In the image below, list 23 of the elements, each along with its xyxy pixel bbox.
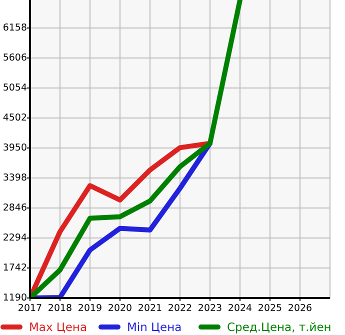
x-tick-label: 2020 xyxy=(108,303,132,314)
x-tick-label: 2026 xyxy=(288,303,312,314)
x-tick-label: 2024 xyxy=(228,303,252,314)
x-tick-label: 2017 xyxy=(18,303,42,314)
y-tick-label: 5606 xyxy=(2,52,27,64)
x-tick-label: 2025 xyxy=(258,303,282,314)
x-tick-label: 2023 xyxy=(198,303,222,314)
y-tick-label: 3950 xyxy=(2,142,27,154)
y-tick-label: 2846 xyxy=(2,202,27,214)
y-tick-label: 1742 xyxy=(2,262,27,274)
x-tick-label: 2022 xyxy=(168,303,192,314)
y-tick-label: 3398 xyxy=(2,172,27,184)
legend-label: Min Цена xyxy=(127,320,182,334)
x-tick-label: 2019 xyxy=(78,303,102,314)
y-tick-label: 5054 xyxy=(2,82,27,94)
y-tick-label: 4502 xyxy=(2,112,27,124)
legend-label: Max Цена xyxy=(29,320,87,334)
x-tick-label: 2021 xyxy=(138,303,162,314)
y-tick-label: 1190 xyxy=(2,292,27,304)
y-tick-label: 2294 xyxy=(2,232,27,244)
y-tick-label: 6158 xyxy=(2,22,27,34)
legend-label: Сред.Цена, т.йен xyxy=(227,320,332,334)
x-tick-label: 2018 xyxy=(48,303,72,314)
